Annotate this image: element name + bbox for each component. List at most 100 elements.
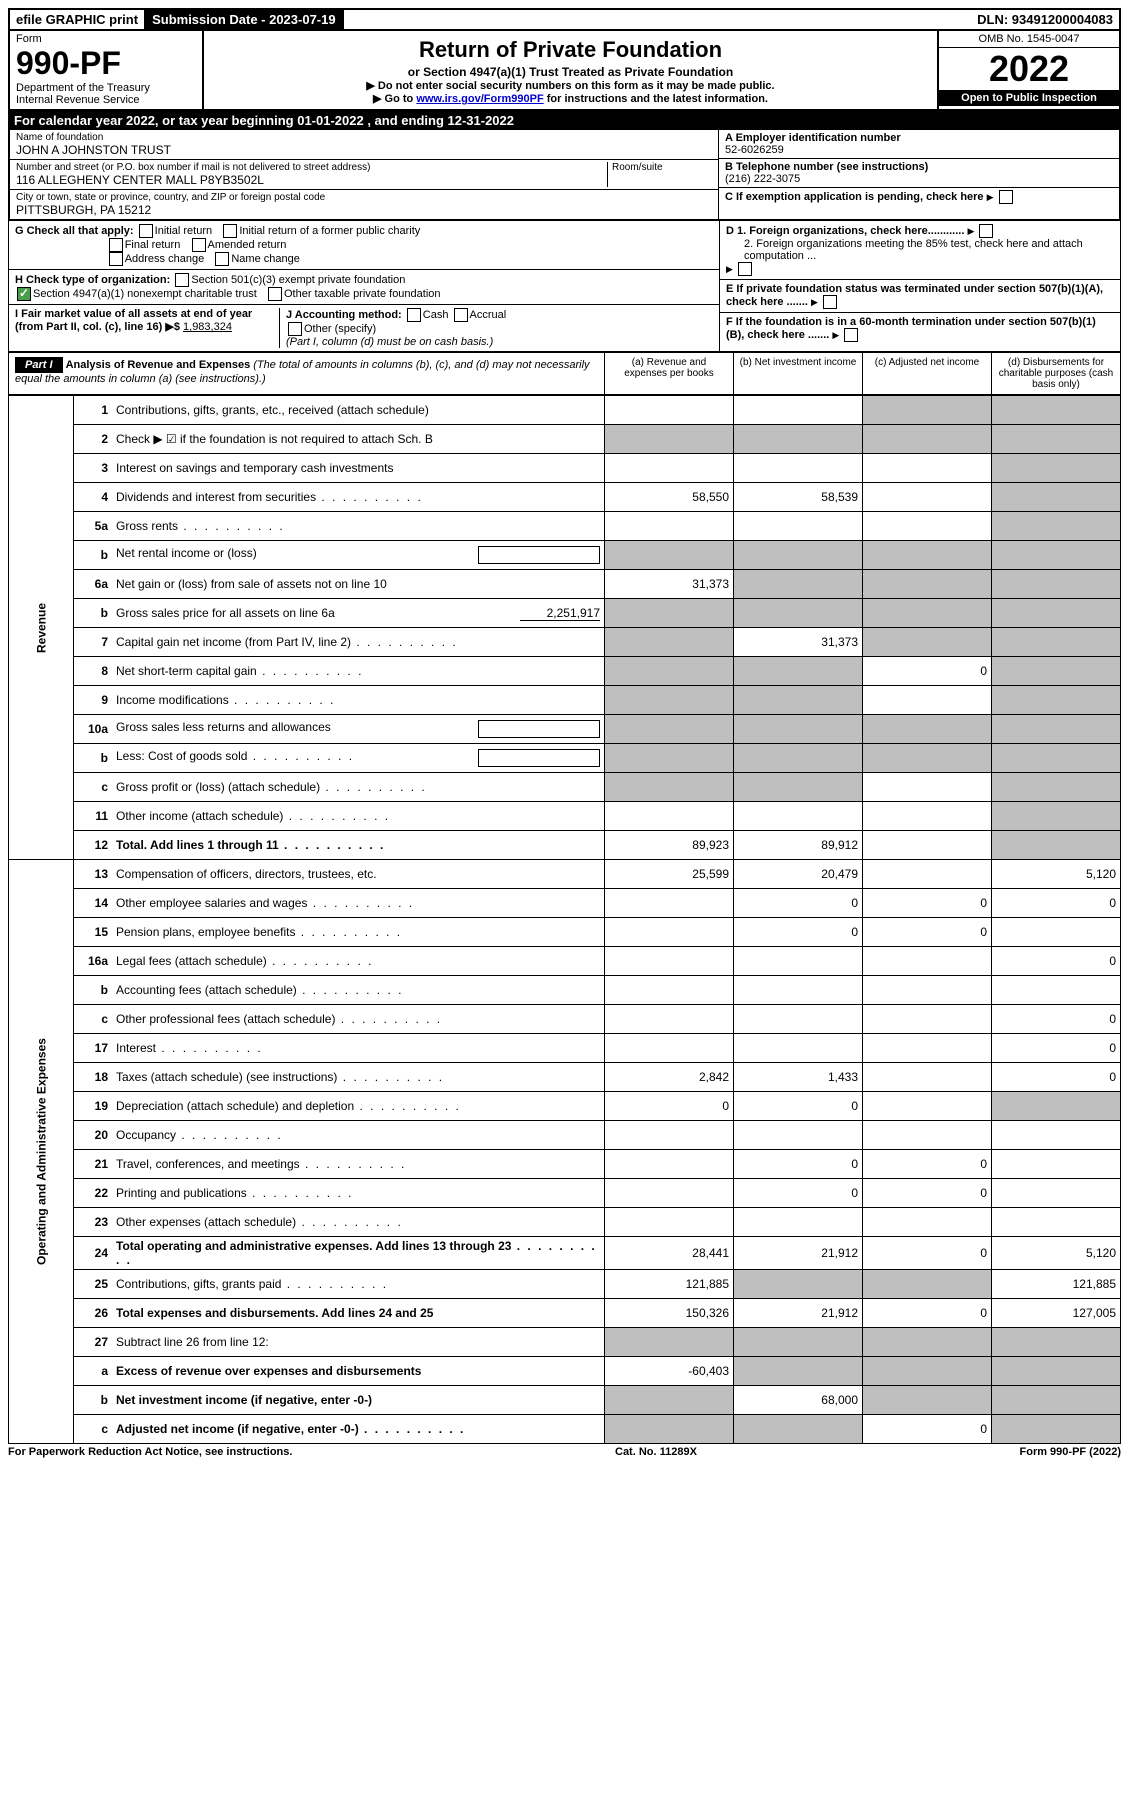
g-opt-3: Amended return (208, 239, 287, 251)
table-row: 12Total. Add lines 1 through 1189,92389,… (9, 831, 1121, 860)
d2-checkbox[interactable] (738, 262, 752, 276)
table-row: cAdjusted net income (if negative, enter… (9, 1415, 1121, 1444)
g-opt-2: Final return (125, 239, 181, 251)
h-label: H Check type of organization: (15, 274, 170, 286)
h3-checkbox[interactable] (268, 287, 282, 301)
j-cash: Cash (423, 309, 449, 321)
arrow-icon (967, 225, 974, 237)
h-row: H Check type of organization: Section 50… (9, 270, 719, 305)
g-row: G Check all that apply: Initial return I… (9, 221, 719, 270)
note-ssn: ▶ Do not enter social security numbers o… (208, 79, 933, 92)
table-row: 25Contributions, gifts, grants paid121,8… (9, 1270, 1121, 1299)
h-opt-2: Section 4947(a)(1) nonexempt charitable … (33, 288, 257, 300)
g-amended-checkbox[interactable] (192, 238, 206, 252)
table-row: cGross profit or (loss) (attach schedule… (9, 773, 1121, 802)
table-row: 21Travel, conferences, and meetings00 (9, 1150, 1121, 1179)
g-final-checkbox[interactable] (109, 238, 123, 252)
table-row: 18Taxes (attach schedule) (see instructi… (9, 1063, 1121, 1092)
g-address-checkbox[interactable] (109, 252, 123, 266)
note-link: ▶ Go to www.irs.gov/Form990PF for instru… (208, 92, 933, 105)
table-row: 15Pension plans, employee benefits00 (9, 918, 1121, 947)
table-row: Revenue1Contributions, gifts, grants, et… (9, 396, 1121, 425)
table-row: bAccounting fees (attach schedule) (9, 976, 1121, 1005)
note2-pre: ▶ Go to (373, 93, 416, 105)
part1-header-row: Part I Analysis of Revenue and Expenses … (8, 352, 1121, 395)
city: PITTSBURGH, PA 15212 (16, 203, 712, 217)
table-row: 27Subtract line 26 from line 12: (9, 1328, 1121, 1357)
arrow-icon (726, 263, 733, 275)
footer-left: For Paperwork Reduction Act Notice, see … (8, 1446, 292, 1458)
open-public: Open to Public Inspection (939, 90, 1119, 106)
city-label: City or town, state or province, country… (16, 192, 712, 203)
j-other: Other (specify) (304, 323, 376, 335)
h1-checkbox[interactable] (175, 273, 189, 287)
d1-checkbox[interactable] (979, 224, 993, 238)
form-number: 990-PF (16, 45, 196, 82)
telephone: (216) 222-3075 (725, 173, 1113, 185)
table-row: bGross sales price for all assets on lin… (9, 599, 1121, 628)
check-block: G Check all that apply: Initial return I… (8, 221, 1121, 352)
g-name-checkbox[interactable] (215, 252, 229, 266)
irs: Internal Revenue Service (16, 94, 196, 106)
tel-label: B Telephone number (see instructions) (725, 161, 1113, 173)
e-checkbox[interactable] (823, 295, 837, 309)
table-row: 14Other employee salaries and wages000 (9, 889, 1121, 918)
f-checkbox[interactable] (844, 328, 858, 342)
table-row: 24Total operating and administrative exp… (9, 1237, 1121, 1270)
part1-title: Analysis of Revenue and Expenses (66, 359, 251, 371)
table-row: 9Income modifications (9, 686, 1121, 715)
g-opt-4: Address change (125, 253, 205, 265)
note2-post: for instructions and the latest informat… (547, 93, 768, 105)
form-header: Form 990-PF Department of the Treasury I… (8, 31, 1121, 111)
d1-label: D 1. Foreign organizations, check here..… (726, 225, 964, 237)
j-label: J Accounting method: (286, 309, 402, 321)
table-row: 11Other income (attach schedule) (9, 802, 1121, 831)
side-label: Operating and Administrative Expenses (9, 860, 74, 1444)
table-row: bNet investment income (if negative, ent… (9, 1386, 1121, 1415)
table-row: aExcess of revenue over expenses and dis… (9, 1357, 1121, 1386)
table-row: 20Occupancy (9, 1121, 1121, 1150)
info-block: Name of foundation JOHN A JOHNSTON TRUST… (8, 130, 1121, 221)
j-other-checkbox[interactable] (288, 322, 302, 336)
tax-year: 2022 (939, 48, 1119, 90)
j-accrual-checkbox[interactable] (454, 308, 468, 322)
g-label: G Check all that apply: (15, 225, 134, 237)
table-row: 3Interest on savings and temporary cash … (9, 454, 1121, 483)
col-b-head: (b) Net investment income (733, 353, 862, 394)
table-row: 7Capital gain net income (from Part IV, … (9, 628, 1121, 657)
h-opt-3: Other taxable private foundation (284, 288, 441, 300)
efile-btn[interactable]: efile GRAPHIC print (10, 10, 146, 29)
form-word: Form (16, 33, 196, 45)
col-a-head: (a) Revenue and expenses per books (604, 353, 733, 394)
name-label: Name of foundation (16, 132, 712, 143)
form-title: Return of Private Foundation (208, 37, 933, 63)
table-row: 26Total expenses and disbursements. Add … (9, 1299, 1121, 1328)
c-label: C If exemption application is pending, c… (725, 191, 984, 203)
j-accrual: Accrual (470, 309, 507, 321)
f-label: F If the foundation is in a 60-month ter… (726, 316, 1096, 341)
c-checkbox[interactable] (999, 190, 1013, 204)
e-label: E If private foundation status was termi… (726, 283, 1103, 308)
ein: 52-6026259 (725, 144, 1113, 156)
footer-right: Form 990-PF (2022) (1020, 1446, 1121, 1458)
form-subtitle: or Section 4947(a)(1) Trust Treated as P… (208, 65, 933, 79)
g-initial-checkbox[interactable] (139, 224, 153, 238)
table-row: 8Net short-term capital gain0 (9, 657, 1121, 686)
footer-mid: Cat. No. 11289X (615, 1446, 697, 1458)
g-former-checkbox[interactable] (223, 224, 237, 238)
top-bar: efile GRAPHIC print Submission Date - 20… (8, 8, 1121, 31)
calendar-year-row: For calendar year 2022, or tax year begi… (8, 111, 1121, 130)
table-row: bLess: Cost of goods sold (9, 744, 1121, 773)
instructions-link[interactable]: www.irs.gov/Form990PF (416, 93, 543, 105)
table-row: 22Printing and publications00 (9, 1179, 1121, 1208)
col-c-head: (c) Adjusted net income (862, 353, 991, 394)
j-cash-checkbox[interactable] (407, 308, 421, 322)
omb: OMB No. 1545-0047 (939, 31, 1119, 48)
h2-checkbox[interactable] (17, 287, 31, 301)
col-d-head: (d) Disbursements for charitable purpose… (991, 353, 1120, 394)
dept: Department of the Treasury (16, 82, 196, 94)
table-row: cOther professional fees (attach schedul… (9, 1005, 1121, 1034)
i-value: 1,983,324 (183, 321, 232, 333)
table-row: 6aNet gain or (loss) from sale of assets… (9, 570, 1121, 599)
ein-label: A Employer identification number (725, 132, 1113, 144)
